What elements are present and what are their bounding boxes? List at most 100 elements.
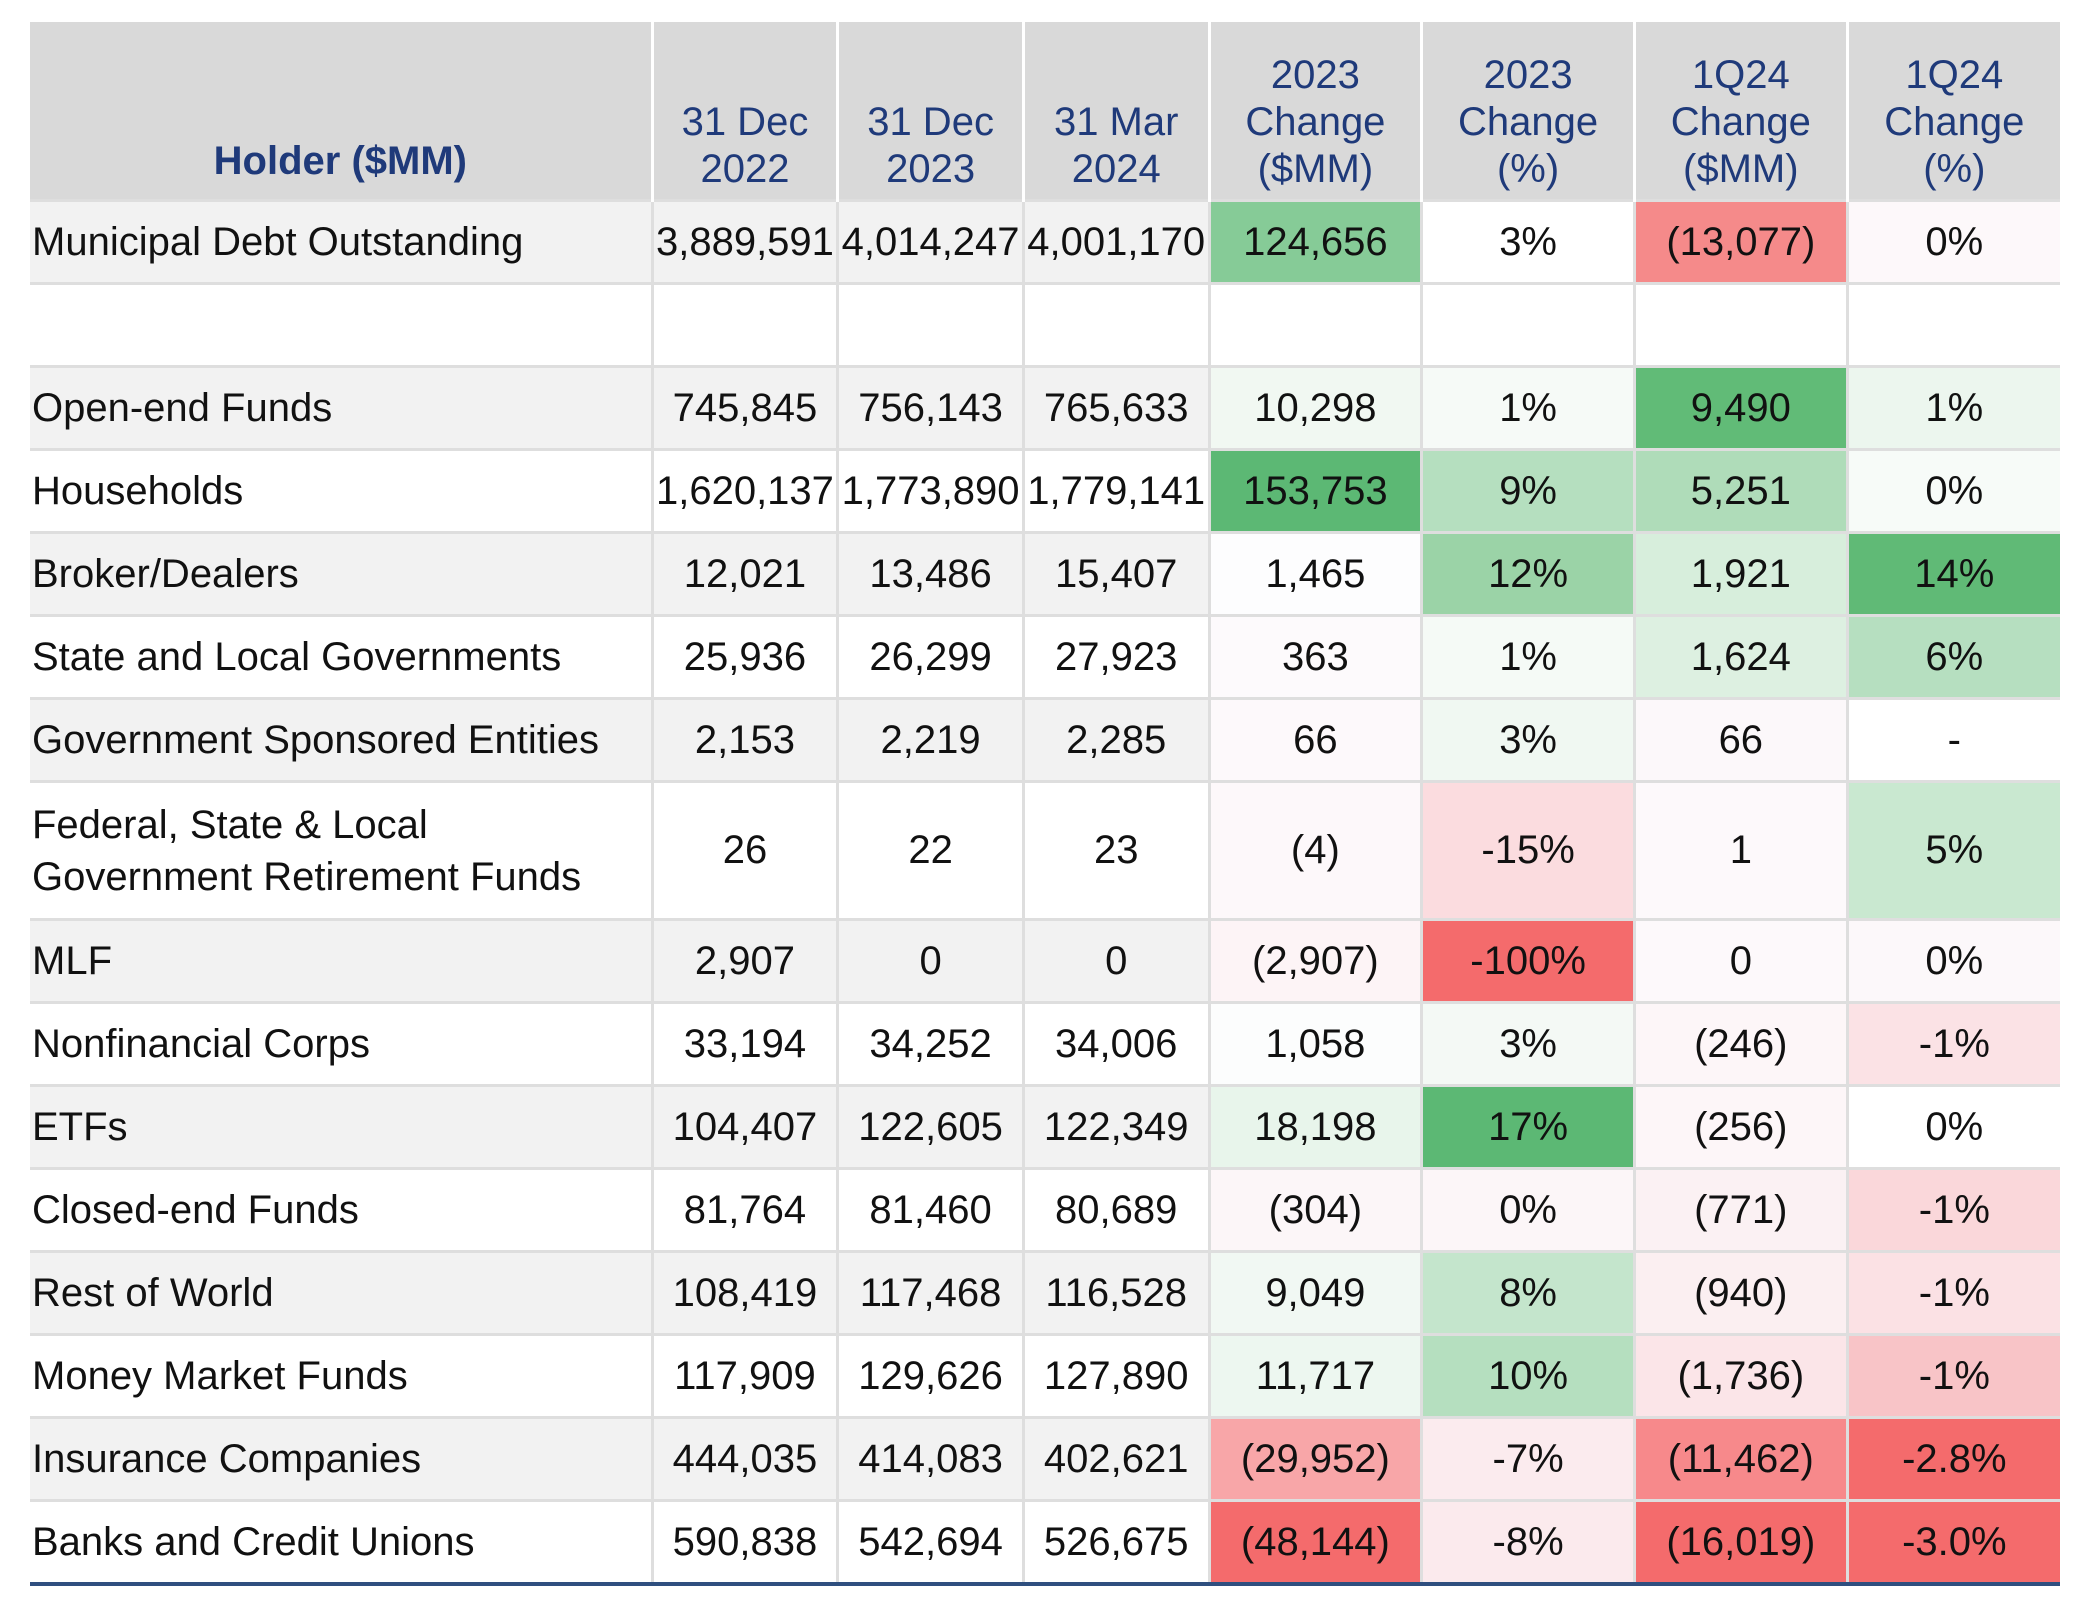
value-cell: 33,194 <box>650 1001 838 1086</box>
column-header-line: Change <box>1458 100 1599 144</box>
value-cell: 122,349 <box>1021 1084 1210 1169</box>
value-cell: 1,058 <box>1207 1001 1422 1086</box>
row-label: MLF <box>30 918 653 1003</box>
value-cell: 0 <box>836 918 1024 1003</box>
column-header-line: 1Q24 <box>1905 53 2004 97</box>
table-row: Closed-end Funds 81,764 81,460 80,689 (304) 0… <box>30 1167 2060 1252</box>
value-cell: 3,889,591 <box>650 199 838 284</box>
holders-table-container: Holder ($MM) 31 Dec 2022 31 Dec 2023 31 Mar 20… <box>30 22 2060 1586</box>
value-cell: (940) <box>1632 1250 1848 1335</box>
column-header-line: 2024 <box>1071 147 1161 191</box>
value-cell: 6% <box>1845 614 2060 699</box>
column-header-4: 2023 Change ($MM) <box>1207 22 1422 201</box>
value-cell: 2,219 <box>836 697 1024 782</box>
value-cell: 756,143 <box>836 365 1024 450</box>
value-cell: 0% <box>1420 1167 1635 1252</box>
value-cell: (256) <box>1632 1084 1848 1169</box>
value-cell: 81,460 <box>836 1167 1024 1252</box>
value-cell: 1,465 <box>1207 531 1422 616</box>
value-cell: -3.0% <box>1845 1499 2060 1586</box>
table-row: Municipal Debt Outstanding 3,889,591 4,014… <box>30 199 2060 284</box>
value-cell: 13,486 <box>836 531 1024 616</box>
value-cell: 2,285 <box>1021 697 1210 782</box>
row-label: Money Market Funds <box>30 1333 653 1418</box>
value-cell: -15% <box>1420 780 1635 920</box>
value-cell: 402,621 <box>1021 1416 1210 1501</box>
row-label: ETFs <box>30 1084 653 1169</box>
table-row: State and Local Governments 25,936 26,299 2… <box>30 614 2060 699</box>
value-cell: 117,468 <box>836 1250 1024 1335</box>
value-cell: 542,694 <box>836 1499 1024 1586</box>
value-cell: -1% <box>1845 1001 2060 1086</box>
value-cell: 526,675 <box>1021 1499 1210 1586</box>
value-cell: 153,753 <box>1207 448 1422 533</box>
value-cell: 80,689 <box>1021 1167 1210 1252</box>
value-cell: 2,153 <box>650 697 838 782</box>
value-cell: -8% <box>1420 1499 1635 1586</box>
table-row: Nonfinancial Corps 33,194 34,252 34,006 1,05… <box>30 1001 2060 1086</box>
value-cell: (771) <box>1632 1167 1848 1252</box>
value-cell: 1,620,137 <box>650 448 838 533</box>
value-cell: (4) <box>1207 780 1422 920</box>
value-cell: - <box>1845 697 2060 782</box>
value-cell: 745,845 <box>650 365 838 450</box>
column-header-line: Change <box>1245 100 1386 144</box>
value-cell <box>1207 282 1422 367</box>
column-header-3: 31 Mar 2024 <box>1021 22 1210 201</box>
value-cell: 66 <box>1207 697 1422 782</box>
value-cell: 12,021 <box>650 531 838 616</box>
value-cell: 129,626 <box>836 1333 1024 1418</box>
column-header-6: 1Q24 Change ($MM) <box>1632 22 1848 201</box>
value-cell: 116,528 <box>1021 1250 1210 1335</box>
value-cell: 1,773,890 <box>836 448 1024 533</box>
table-header: Holder ($MM) 31 Dec 2022 31 Dec 2023 31 Mar 20… <box>30 22 2060 201</box>
value-cell: 81,764 <box>650 1167 838 1252</box>
column-header-line: 1Q24 <box>1691 53 1790 97</box>
value-cell: 127,890 <box>1021 1333 1210 1418</box>
value-cell: -2.8% <box>1845 1416 2060 1501</box>
column-header-line: ($MM) <box>1257 147 1374 191</box>
value-cell: (2,907) <box>1207 918 1422 1003</box>
value-cell: -1% <box>1845 1167 2060 1252</box>
column-header-line: Holder ($MM) <box>213 139 467 183</box>
column-header-0: Holder ($MM) <box>30 22 653 201</box>
value-cell: 590,838 <box>650 1499 838 1586</box>
value-cell: 23 <box>1021 780 1210 920</box>
value-cell: 0% <box>1845 199 2060 284</box>
value-cell: 0% <box>1845 448 2060 533</box>
value-cell <box>1632 282 1848 367</box>
table-body: Municipal Debt Outstanding 3,889,591 4,014… <box>30 199 2060 1586</box>
row-label: Rest of World <box>30 1250 653 1335</box>
value-cell <box>650 282 838 367</box>
column-header-line: 2023 <box>1483 53 1573 97</box>
table-row: MLF 2,907 0 0 (2,907) -100% 0 0% <box>30 918 2060 1003</box>
table-row: ETFs 104,407 122,605 122,349 18,198 17% (256) 0… <box>30 1084 2060 1169</box>
value-cell: 15,407 <box>1021 531 1210 616</box>
table-row: Rest of World 108,419 117,468 116,528 9,049 8… <box>30 1250 2060 1335</box>
table-row: Insurance Companies 444,035 414,083 402,621… <box>30 1416 2060 1501</box>
value-cell: 1,779,141 <box>1021 448 1210 533</box>
column-header-7: 1Q24 Change (%) <box>1845 22 2060 201</box>
value-cell: 26 <box>650 780 838 920</box>
column-header-line: Change <box>1884 100 2025 144</box>
value-cell: 12% <box>1420 531 1635 616</box>
value-cell <box>1420 282 1635 367</box>
value-cell: 104,407 <box>650 1084 838 1169</box>
column-header-line: 2023 <box>886 147 976 191</box>
value-cell: (11,462) <box>1632 1416 1848 1501</box>
column-header-1: 31 Dec 2022 <box>650 22 838 201</box>
value-cell: 8% <box>1420 1250 1635 1335</box>
value-cell: (246) <box>1632 1001 1848 1086</box>
column-header-line: 2023 <box>1270 53 1360 97</box>
value-cell: 117,909 <box>650 1333 838 1418</box>
row-label: Government Sponsored Entities <box>30 697 653 782</box>
value-cell: 22 <box>836 780 1024 920</box>
row-label: Municipal Debt Outstanding <box>30 199 653 284</box>
value-cell: 1 <box>1632 780 1848 920</box>
value-cell: 444,035 <box>650 1416 838 1501</box>
value-cell: 26,299 <box>836 614 1024 699</box>
value-cell: 3% <box>1420 199 1635 284</box>
table-row: Households 1,620,137 1,773,890 1,779,141 153… <box>30 448 2060 533</box>
value-cell <box>1021 282 1210 367</box>
value-cell: 9% <box>1420 448 1635 533</box>
